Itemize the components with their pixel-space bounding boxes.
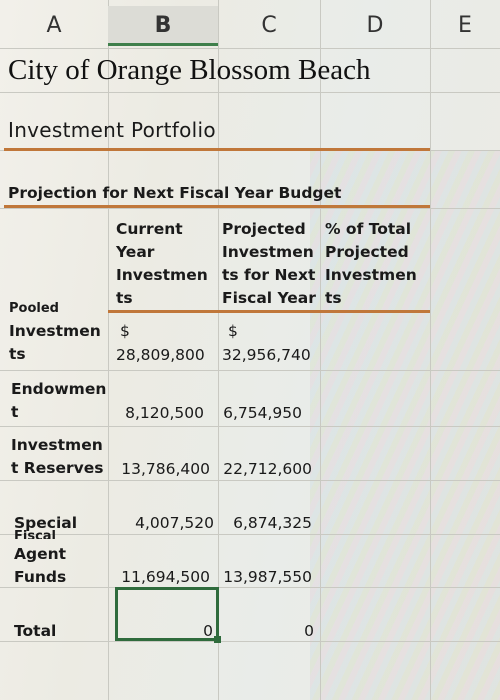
row-label-pooled[interactable]: Investmen ts bbox=[9, 322, 101, 363]
cell-projected[interactable]: 22,712,600 bbox=[223, 460, 312, 478]
currency-symbol: $ bbox=[228, 322, 238, 340]
sheet-subtitle[interactable]: Investment Portfolio bbox=[8, 118, 216, 142]
cell-projected[interactable]: 13,987,550 bbox=[223, 568, 312, 586]
column-header-c[interactable]: C bbox=[261, 13, 277, 38]
header-projected[interactable]: Projected Investmen ts for Next Fiscal Y… bbox=[222, 220, 316, 307]
cell-projected[interactable]: 6,754,950 bbox=[223, 404, 302, 422]
gridline bbox=[0, 48, 500, 49]
gridline bbox=[430, 0, 431, 700]
row-label-total[interactable]: Total bbox=[14, 622, 57, 640]
fill-handle[interactable] bbox=[214, 636, 221, 643]
gridline bbox=[0, 534, 500, 535]
header-percent-total[interactable]: % of Total Projected Investmen ts bbox=[325, 220, 417, 307]
row-label-endowment[interactable]: Endowmen t bbox=[11, 380, 107, 421]
cell-current[interactable]: 11,694,500 bbox=[121, 568, 210, 586]
sheet-title[interactable]: City of Orange Blossom Beach bbox=[8, 54, 371, 86]
header-current-year[interactable]: Current Year Investmen ts bbox=[116, 220, 208, 307]
currency-symbol: $ bbox=[120, 322, 130, 340]
column-header-b[interactable]: B bbox=[108, 6, 218, 46]
cell-current[interactable]: 28,809,800 bbox=[116, 346, 205, 364]
gridline bbox=[108, 0, 109, 700]
gridline bbox=[0, 587, 500, 588]
column-header-a[interactable]: A bbox=[46, 13, 62, 38]
projection-label[interactable]: Projection for Next Fiscal Year Budget bbox=[8, 184, 342, 202]
gridline bbox=[0, 480, 500, 481]
active-cell-selection[interactable] bbox=[115, 587, 219, 641]
gridline bbox=[0, 92, 500, 93]
cell-current[interactable]: 13,786,400 bbox=[121, 460, 210, 478]
section-border bbox=[4, 205, 430, 208]
row-label-top: Fiscal bbox=[14, 530, 57, 539]
cell-projected[interactable]: 32,956,740 bbox=[222, 346, 311, 364]
gridline bbox=[0, 370, 500, 371]
gridline bbox=[0, 641, 500, 642]
row-label-special[interactable]: Special bbox=[14, 514, 78, 532]
cell-projected[interactable]: 6,874,325 bbox=[233, 514, 312, 532]
row-label-agent-funds[interactable]: Agent Funds bbox=[14, 545, 67, 586]
column-header-e[interactable]: E bbox=[458, 13, 472, 38]
cell-total-projected[interactable]: 0 bbox=[304, 622, 314, 640]
row-label-top: Pooled bbox=[9, 302, 59, 312]
title-border bbox=[4, 148, 430, 151]
row-label-reserves[interactable]: Investmen t Reserves bbox=[11, 436, 104, 477]
column-header-d[interactable]: D bbox=[366, 13, 384, 38]
gridline bbox=[0, 426, 500, 427]
cell-current[interactable]: 4,007,520 bbox=[135, 514, 214, 532]
header-border bbox=[108, 310, 430, 313]
gridline bbox=[320, 0, 321, 700]
cell-total-current[interactable]: 0 bbox=[203, 622, 213, 640]
gridline bbox=[0, 208, 500, 209]
cell-current[interactable]: 8,120,500 bbox=[125, 404, 204, 422]
gridline bbox=[218, 0, 219, 700]
